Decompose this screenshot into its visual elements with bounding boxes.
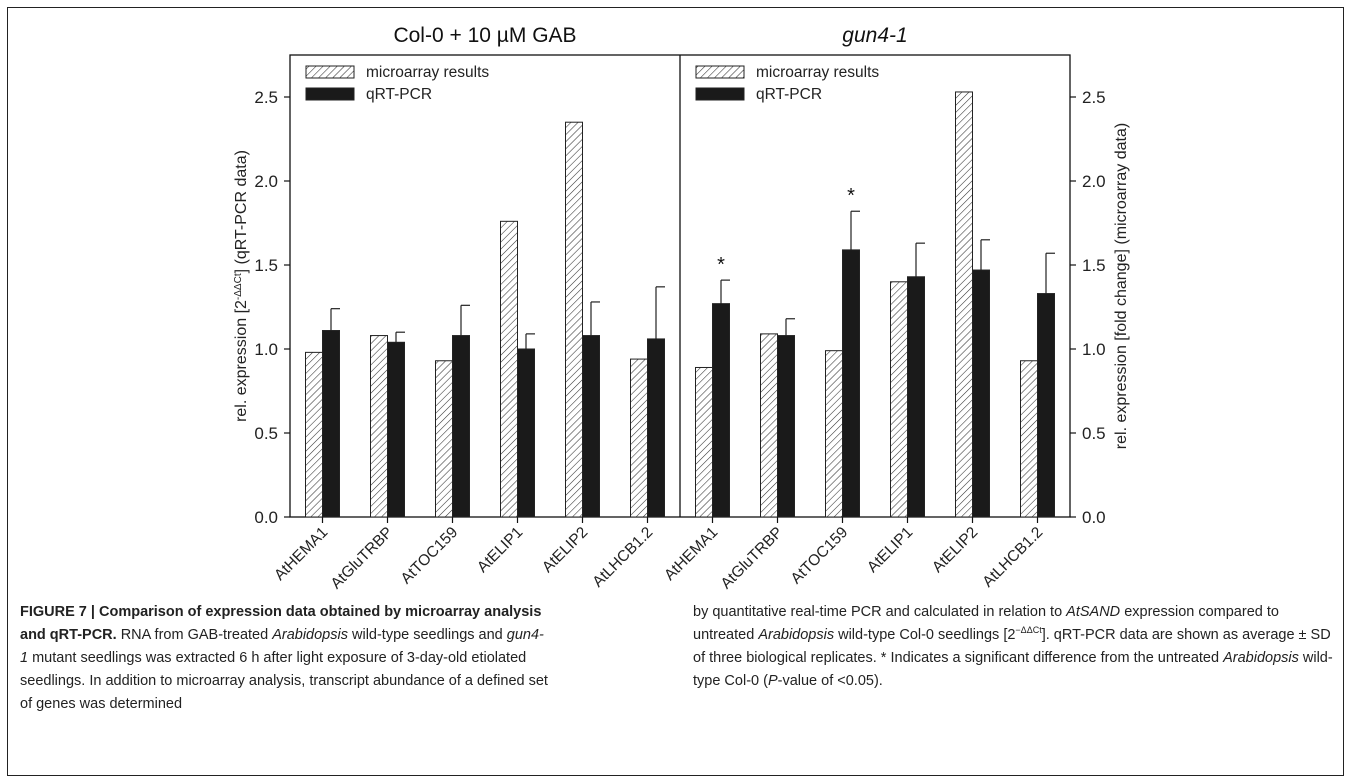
legend-swatch-microarray: [305, 65, 355, 79]
y-tick-label-right: 1.0: [1082, 340, 1106, 359]
caption-text: wild-type Col-0 (: [693, 650, 1333, 689]
figure-frame: [7, 7, 1344, 776]
bar-qrtpcr: [1037, 293, 1055, 518]
caption-text: mutant seedlings was extracted 6 h after…: [20, 650, 548, 712]
legend-label-microarray: microarray results: [756, 64, 879, 81]
figure-caption-right: by quantitative real-time PCR and calcul…: [693, 601, 1333, 693]
bar-microarray: [1020, 360, 1038, 518]
bar-microarray: [565, 121, 583, 518]
bar-microarray: [695, 366, 713, 518]
y-tick-label-right: 2.5: [1082, 88, 1106, 107]
y-tick-label-right: 0.0: [1082, 508, 1106, 527]
x-tick-label: AtELIP2: [929, 524, 981, 576]
bar-microarray: [760, 333, 778, 518]
x-tick-label: AtGluTRBP: [328, 524, 397, 593]
legend-swatch-qrtpcr: [695, 87, 745, 101]
legend-swatch-microarray: [695, 65, 745, 79]
caption-species: Arabidopsis: [272, 627, 348, 643]
caption-species: Arabidopsis: [1223, 650, 1299, 666]
y-tick-label-right: 0.5: [1082, 424, 1106, 443]
bar-microarray: [500, 220, 518, 518]
caption-text: wild-type seedlings and: [347, 627, 507, 643]
legend-swatch-qrtpcr: [305, 87, 355, 101]
bar-qrtpcr: [387, 341, 405, 518]
y-tick-label-left: 1.5: [254, 256, 278, 275]
y-axis-label-left: rel. expression [2-ΔΔCt] (qRT-PCR data): [233, 150, 251, 422]
caption-text: wild-type Col-0 seedlings [2: [834, 627, 1016, 643]
bar-qrtpcr: [452, 335, 470, 518]
legend-label-qrtpcr: qRT-PCR: [366, 86, 432, 103]
caption-text: by quantitative real-time PCR and calcul…: [693, 604, 1067, 620]
bar-microarray: [305, 351, 323, 518]
caption-title: FIGURE 7 | Comparison of expression data…: [20, 604, 542, 643]
bar-qrtpcr: [712, 303, 730, 518]
caption-text: ]. qRT-PCR data are shown as average ± S…: [693, 627, 1331, 666]
caption-mutant: gun4-1: [20, 627, 544, 666]
bar-qrtpcr: [582, 335, 600, 518]
bar-microarray: [825, 350, 843, 518]
x-tick-label: AtGluTRBP: [718, 524, 787, 593]
x-tick-label: AtLHCB1.2: [979, 524, 1046, 591]
x-tick-label: AtELIP2: [539, 524, 591, 576]
significance-marker: *: [847, 185, 855, 207]
y-tick-label-right: 1.5: [1082, 256, 1106, 275]
x-tick-label: AtTOC159: [788, 524, 852, 588]
x-tick-label: AtTOC159: [398, 524, 462, 588]
caption-superscript: −ΔΔCt: [1015, 625, 1042, 636]
x-tick-label: AtLHCB1.2: [589, 524, 656, 591]
figure-caption-left: FIGURE 7 | Comparison of expression data…: [20, 601, 550, 716]
x-tick-label: AtHEMA1: [271, 524, 331, 584]
bar-qrtpcr: [907, 276, 925, 518]
caption-gene: AtSAND: [1066, 604, 1121, 620]
x-tick-label: AtHEMA1: [661, 524, 721, 584]
legend-label-qrtpcr: qRT-PCR: [756, 86, 822, 103]
y-tick-label-left: 2.0: [254, 172, 278, 191]
panel-title: gun4-1: [842, 24, 907, 47]
significance-marker: *: [717, 254, 725, 276]
y-tick-label-left: 0.5: [254, 424, 278, 443]
caption-text: RNA from GAB-treated: [116, 627, 273, 643]
legend-label-microarray: microarray results: [366, 64, 489, 81]
y-tick-label-left: 0.0: [254, 508, 278, 527]
bar-qrtpcr: [517, 348, 535, 518]
bar-qrtpcr: [972, 269, 990, 518]
bar-microarray: [890, 281, 908, 518]
bar-microarray: [630, 358, 648, 518]
caption-text: -value of <0.05).: [777, 673, 883, 689]
bar-microarray: [370, 335, 388, 518]
caption-p: P: [767, 673, 778, 689]
bar-qrtpcr: [647, 338, 665, 518]
bar-chart: 0.0 0.0 0.5 0.5 1.0 1.0 1.5 1.5 2.0 2.0 2.5 2.5 rel.…: [233, 24, 1131, 593]
caption-species: Arabidopsis: [758, 627, 835, 643]
bar-qrtpcr: [777, 335, 795, 518]
panel-title: Col-0 + 10 µM GAB: [393, 24, 576, 47]
y-tick-label-left: 1.0: [254, 340, 278, 359]
bar-microarray: [955, 91, 973, 518]
y-axis-label-right: rel. expression [fold change] (microarra…: [1113, 123, 1130, 449]
bar-qrtpcr: [842, 249, 860, 518]
y-tick-label-left: 2.5: [254, 88, 278, 107]
caption-text: expression compared to untreated: [693, 604, 1279, 643]
bar-qrtpcr: [322, 330, 340, 518]
bar-microarray: [435, 360, 453, 518]
y-tick-label-right: 2.0: [1082, 172, 1106, 191]
x-tick-label: AtELIP1: [474, 524, 526, 576]
x-tick-label: AtELIP1: [864, 524, 916, 576]
